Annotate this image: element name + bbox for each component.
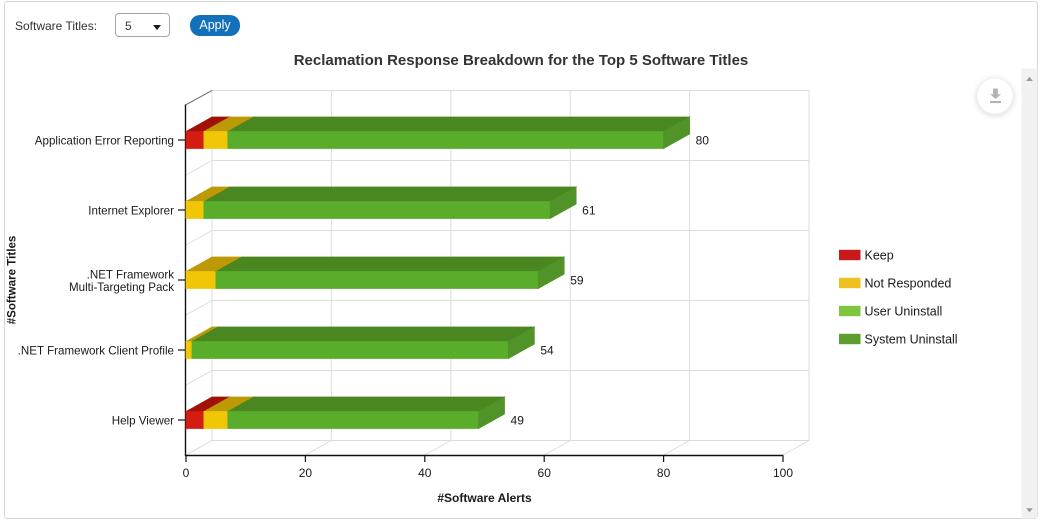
svg-text:Internet Explorer: Internet Explorer xyxy=(88,204,174,217)
svg-text:.NET Framework: .NET Framework xyxy=(87,269,175,282)
svg-text:User Uninstall: User Uninstall xyxy=(865,305,943,319)
svg-text:Multi-Targeting Pack: Multi-Targeting Pack xyxy=(69,281,174,294)
svg-text:20: 20 xyxy=(299,466,313,480)
svg-text:#Software Alerts: #Software Alerts xyxy=(437,491,532,505)
svg-text:Application Error Reporting: Application Error Reporting xyxy=(35,134,174,147)
svg-text:80: 80 xyxy=(657,466,671,480)
svg-text:Help Viewer: Help Viewer xyxy=(112,414,174,427)
svg-text:60: 60 xyxy=(538,466,552,480)
svg-text:Not Responded: Not Responded xyxy=(865,277,952,291)
svg-text:40: 40 xyxy=(418,466,432,480)
svg-text:.NET Framework Client Profile: .NET Framework Client Profile xyxy=(18,344,174,357)
svg-text:System Uninstall: System Uninstall xyxy=(865,333,958,347)
svg-text:59: 59 xyxy=(570,274,584,288)
svg-text:100: 100 xyxy=(773,466,793,480)
svg-text:49: 49 xyxy=(511,414,525,428)
svg-text:80: 80 xyxy=(696,134,710,148)
svg-text:61: 61 xyxy=(582,204,596,218)
svg-text:0: 0 xyxy=(183,466,190,480)
svg-text:#Software Titles: #Software Titles xyxy=(6,236,19,325)
svg-text:Keep: Keep xyxy=(865,249,894,263)
svg-text:54: 54 xyxy=(540,344,554,358)
